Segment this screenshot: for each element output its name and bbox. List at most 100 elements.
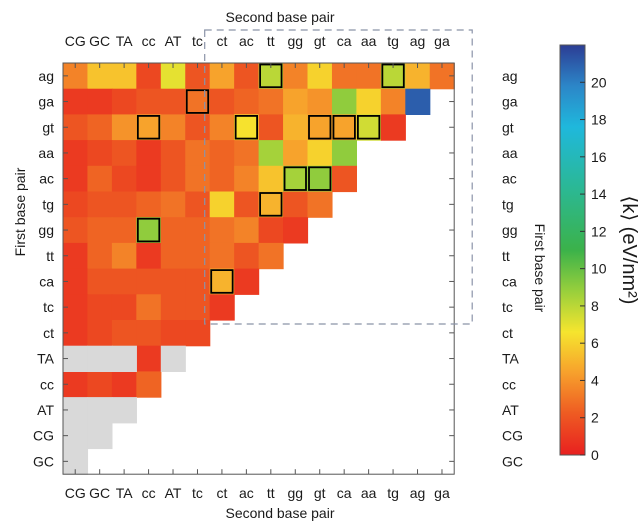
- colorbar-tick-16: 16: [591, 149, 607, 165]
- colorbar-tick-18: 18: [591, 112, 607, 128]
- cell-ct-AT: [160, 320, 186, 347]
- cell-tg-ct: [209, 191, 235, 218]
- cell-gt-tc: [185, 114, 211, 141]
- x-tick-bottom-GC: GC: [89, 485, 110, 501]
- cell-gt-gg: [283, 114, 309, 141]
- colorbar-label: ⟨k⟩ (eV/nm²): [618, 196, 638, 305]
- cell-cc-TA: [111, 371, 137, 398]
- cell-tt-tc: [185, 242, 211, 270]
- cell-tc-GC: [87, 294, 113, 321]
- cell-tc-AT: [160, 294, 186, 321]
- cell-tc-ct: [209, 294, 235, 321]
- cell-gg-tc: [185, 217, 211, 244]
- cell-gg-AT: [160, 217, 186, 244]
- cell-ga-tt: [258, 88, 284, 115]
- cell-ct-TA: [111, 320, 137, 347]
- missing-cell-AT-TA: [111, 397, 137, 424]
- cell-aa-tt: [258, 140, 284, 167]
- cell-ct-cc: [136, 320, 162, 347]
- missing-cell-AT-GC: [87, 397, 113, 424]
- cell-gg-ct: [209, 217, 235, 244]
- cell-ga-tc: [185, 88, 211, 115]
- colorbar-tick-10: 10: [591, 261, 607, 277]
- y-tick-left-ac: ac: [39, 171, 54, 187]
- x-tick-bottom-tg: tg: [387, 485, 399, 501]
- x-tick-bottom-TA: TA: [116, 485, 134, 501]
- colorbar: [559, 44, 586, 456]
- cell-tg-tc: [185, 191, 211, 218]
- cell-ga-AT: [160, 88, 186, 115]
- cell-ac-cc: [136, 165, 162, 193]
- x-tick-bottom-CG: CG: [65, 485, 86, 501]
- cell-tg-GC: [87, 191, 113, 218]
- y-tick-right-CG: CG: [502, 428, 523, 444]
- y-axis-label-left: First base pair: [12, 167, 28, 256]
- y-tick-left-ct: ct: [43, 325, 54, 341]
- x-tick-bottom-gt: gt: [314, 485, 326, 501]
- x-tick-bottom-ca: ca: [337, 485, 352, 501]
- y-tick-right-TA: TA: [502, 351, 520, 367]
- highlight-gt-gt: [308, 115, 332, 140]
- cell-ga-tg: [380, 88, 406, 115]
- cell-ct-GC: [87, 320, 113, 347]
- missing-cell-TA-TA: [111, 345, 137, 372]
- cell-gt-ca: [331, 114, 357, 141]
- missing-cell-TA-AT: [160, 345, 186, 372]
- cell-tt-ac: [234, 242, 260, 270]
- colorbar-tick-8: 8: [591, 298, 599, 314]
- y-tick-left-CG: CG: [33, 428, 54, 444]
- x-tick-top-TA: TA: [116, 33, 134, 49]
- cell-gg-cc: [136, 217, 162, 244]
- y-tick-right-ag: ag: [502, 68, 518, 84]
- x-tick-top-tg: tg: [387, 33, 399, 49]
- cell-ac-tt: [258, 165, 284, 193]
- y-tick-left-GC: GC: [33, 453, 54, 469]
- cell-tg-ac: [234, 191, 260, 218]
- y-tick-right-gg: gg: [502, 222, 518, 238]
- y-tick-left-ca: ca: [39, 273, 54, 289]
- y-tick-left-cc: cc: [40, 376, 54, 392]
- cell-aa-gt: [307, 140, 333, 167]
- y-tick-labels-right: ag ga gt aa ac tg gg tt ca tc ct TA cc AT CG GC: [502, 68, 523, 470]
- x-tick-bottom-ga: ga: [434, 485, 450, 501]
- cell-gg-ac: [234, 217, 260, 244]
- cell-tg-AT: [160, 191, 186, 218]
- x-tick-top-cc: cc: [142, 33, 156, 49]
- heatmap-cells: [63, 63, 455, 475]
- y-tick-right-ga: ga: [502, 94, 518, 110]
- cell-ga-ag: [405, 88, 431, 115]
- y-tick-left-tt: tt: [46, 248, 54, 264]
- cell-tg-gg: [283, 191, 309, 218]
- cell-ac-gt: [307, 165, 333, 193]
- cell-tc-TA: [111, 294, 137, 321]
- colorbar-tick-0: 0: [591, 447, 599, 463]
- y-tick-right-gt: gt: [502, 119, 514, 135]
- cell-tg-cc: [136, 191, 162, 218]
- cell-gt-tt: [258, 114, 284, 141]
- y-tick-right-tt: tt: [502, 248, 510, 264]
- cell-ga-ct: [209, 88, 235, 115]
- cell-gt-ac: [234, 114, 260, 141]
- y-tick-left-gt: gt: [42, 119, 54, 135]
- x-tick-bottom-tc: tc: [192, 485, 203, 501]
- colorbar-tick-14: 14: [591, 186, 607, 202]
- cell-ga-TA: [111, 88, 137, 115]
- y-tick-right-tg: tg: [502, 196, 514, 212]
- cell-ac-TA: [111, 165, 137, 193]
- cell-tg-tt: [258, 191, 284, 218]
- x-tick-top-ca: ca: [337, 33, 352, 49]
- cell-gt-AT: [160, 114, 186, 141]
- x-tick-top-aa: aa: [361, 33, 377, 49]
- colorbar-tick-12: 12: [591, 223, 607, 239]
- cell-ca-TA: [111, 268, 137, 295]
- cell-tc-cc: [136, 294, 162, 321]
- highlight-gt-cc: [136, 115, 161, 140]
- cell-aa-GC: [87, 140, 113, 167]
- cell-ca-cc: [136, 268, 162, 295]
- x-axis-label-bottom: Second base pair: [226, 505, 335, 521]
- x-axis-label-top: Second base pair: [226, 9, 335, 25]
- cell-cc-GC: [87, 371, 113, 398]
- tick-marks: [63, 63, 455, 475]
- cell-ga-cc: [136, 88, 162, 115]
